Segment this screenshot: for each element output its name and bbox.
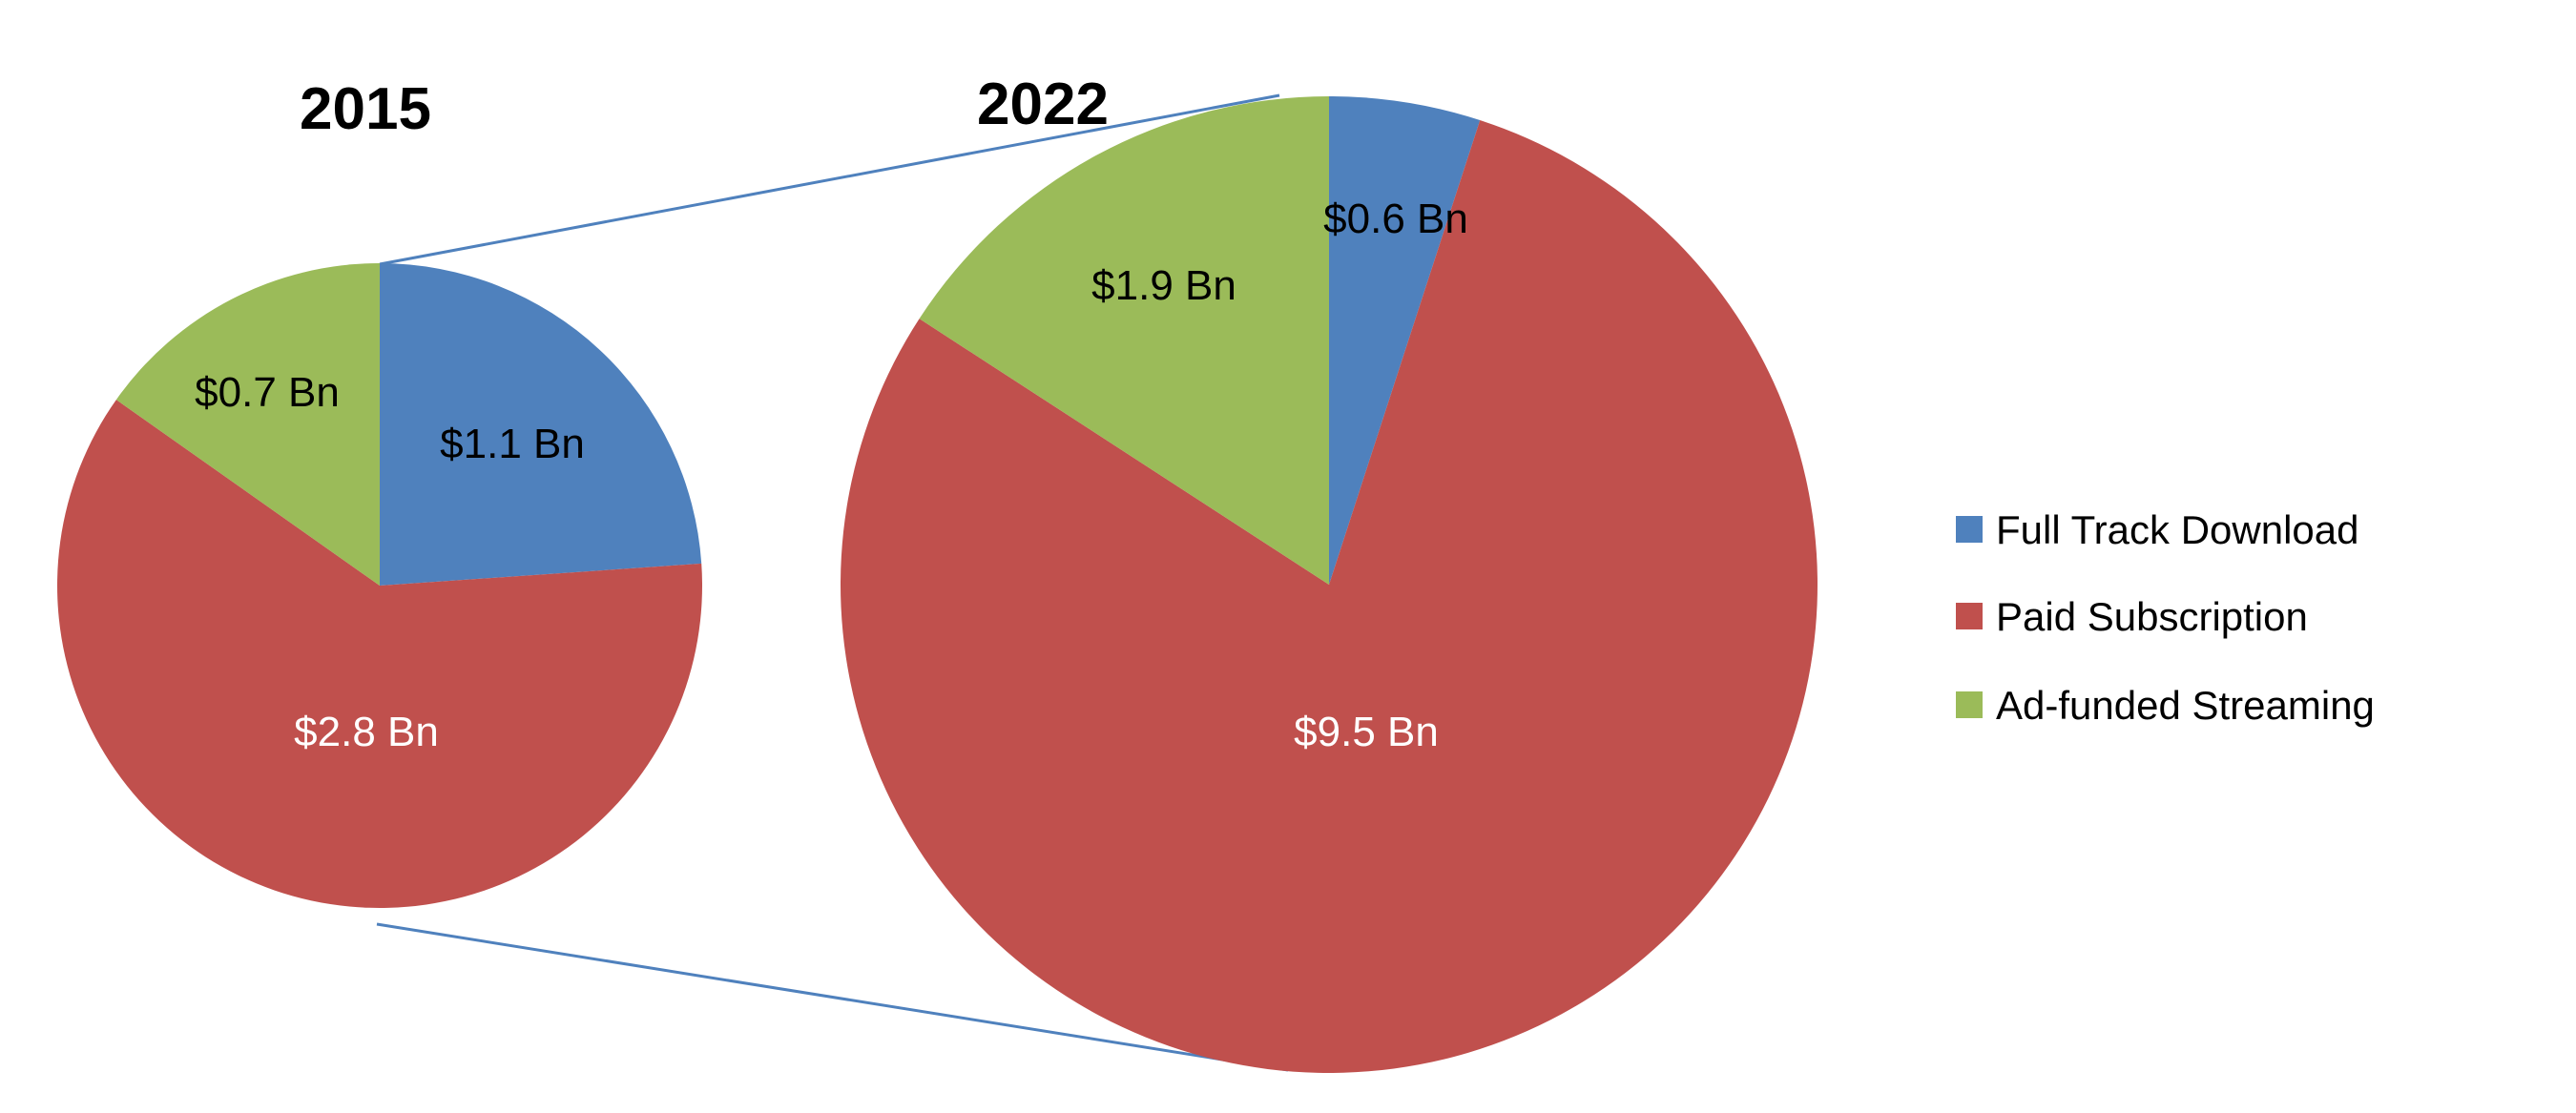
connector-line-bottom bbox=[376, 922, 1289, 1072]
legend-swatch-full-track-download bbox=[1956, 516, 1983, 543]
pie-2022-slice-ad-funded-streaming bbox=[919, 96, 1329, 585]
legend: Full Track Download Paid Subscription Ad… bbox=[1956, 507, 2375, 728]
pie-2022-slice-paid-subscription bbox=[840, 120, 1818, 1073]
pie-2015-data-label-full-track-download: $1.1 Bn bbox=[440, 421, 585, 467]
pie-2015-slice-ad-funded-streaming bbox=[115, 263, 381, 586]
legend-swatch-ad-funded-streaming bbox=[1956, 691, 1983, 718]
legend-swatch-paid-subscription bbox=[1956, 603, 1983, 629]
pie-title-2015: 2015 bbox=[300, 76, 431, 142]
pie-2015-data-label-paid-subscription: $2.8 Bn bbox=[294, 709, 439, 755]
connector-line-top bbox=[379, 93, 1280, 266]
pie-2015-slice-full-track-download bbox=[380, 263, 702, 586]
pie-2015-slice-paid-subscription bbox=[56, 400, 702, 909]
legend-label-full-track-download: Full Track Download bbox=[1996, 507, 2358, 552]
legend-label-ad-funded-streaming: Ad-funded Streaming bbox=[1996, 683, 2375, 728]
legend-label-paid-subscription: Paid Subscription bbox=[1996, 594, 2308, 639]
pie-2022-slice-full-track-download bbox=[1329, 96, 1481, 585]
pie-2015-data-label-ad-funded-streaming: $0.7 Bn bbox=[195, 369, 340, 416]
pie-title-2022: 2022 bbox=[977, 72, 1109, 137]
pie-2022-data-label-ad-funded-streaming: $1.9 Bn bbox=[1091, 262, 1236, 309]
pie-2022-data-label-paid-subscription: $9.5 Bn bbox=[1294, 709, 1439, 755]
pie-2022-data-label-full-track-download: $0.6 Bn bbox=[1323, 196, 1468, 242]
